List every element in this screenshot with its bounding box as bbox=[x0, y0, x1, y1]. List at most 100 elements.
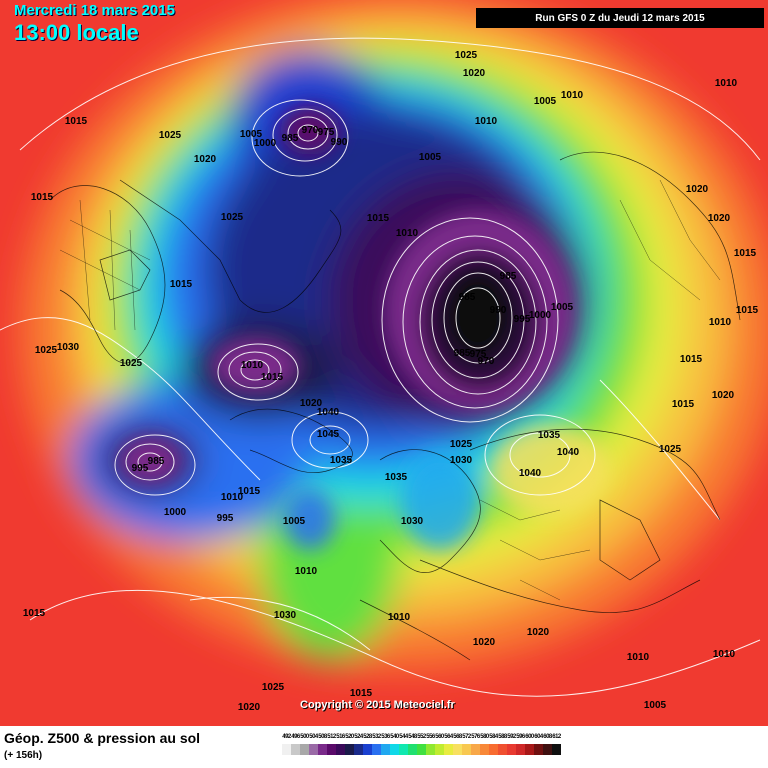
scale-swatch bbox=[345, 744, 354, 755]
legend-title: Géop. Z500 & pression au sol bbox=[4, 730, 201, 746]
scale-label: 508 bbox=[318, 734, 327, 740]
scale-swatch bbox=[471, 744, 480, 755]
isobar-label: 990 bbox=[331, 137, 348, 148]
isobar-label: 1020 bbox=[708, 213, 731, 224]
isobar-label: 1035 bbox=[385, 472, 408, 483]
isobar-label: 1010 bbox=[221, 492, 244, 503]
isobar-label: 1005 bbox=[283, 516, 306, 527]
isobar-label: 1015 bbox=[31, 192, 54, 203]
isobar-label: 985 bbox=[282, 133, 299, 144]
isobar-label: 1010 bbox=[627, 652, 650, 663]
scale-label: 504 bbox=[309, 734, 318, 740]
scale-swatch bbox=[399, 744, 408, 755]
isobar-label: 1030 bbox=[57, 342, 80, 353]
isobar-label: 970 bbox=[302, 125, 319, 136]
scale-label: 540 bbox=[390, 734, 399, 740]
scale-label: 588 bbox=[498, 734, 507, 740]
scale-label: 576 bbox=[471, 734, 480, 740]
scale-swatch bbox=[498, 744, 507, 755]
isobar-label: 1015 bbox=[23, 608, 46, 619]
isobar-label: 1030 bbox=[401, 516, 424, 527]
isobar-label: 995 bbox=[514, 314, 531, 325]
isobar-label: 1020 bbox=[194, 154, 217, 165]
scale-label: 516 bbox=[336, 734, 345, 740]
geopotential-field bbox=[0, 0, 768, 726]
isobar-label: 1020 bbox=[712, 390, 735, 401]
scale-swatch bbox=[534, 744, 543, 755]
scale-label: 596 bbox=[516, 734, 525, 740]
scale-swatch bbox=[453, 744, 462, 755]
scale-label: 580 bbox=[480, 734, 489, 740]
isobar-label: 1035 bbox=[330, 455, 353, 466]
scale-label: 548 bbox=[408, 734, 417, 740]
scale-swatch bbox=[291, 744, 300, 755]
isobar-label: 1015 bbox=[350, 688, 373, 699]
scale-swatch bbox=[336, 744, 345, 755]
coastlines bbox=[49, 151, 741, 661]
isobar-label: 1010 bbox=[561, 90, 584, 101]
isobar-label: 1010 bbox=[709, 317, 732, 328]
isobar-label: 1040 bbox=[557, 447, 580, 458]
scale-swatch bbox=[372, 744, 381, 755]
scale-swatch bbox=[327, 744, 336, 755]
isobar-label: 1015 bbox=[367, 213, 390, 224]
isobar-label: 1010 bbox=[715, 78, 738, 89]
scale-label: 556 bbox=[426, 734, 435, 740]
isobar-label: 975 bbox=[318, 127, 335, 138]
copyright: Copyright © 2015 Meteociel.fr bbox=[300, 699, 455, 711]
isobar-label: 1010 bbox=[241, 360, 264, 371]
isobar-label: 990 bbox=[490, 305, 507, 316]
isobar-lines bbox=[0, 37, 761, 697]
isobar-label: 1025 bbox=[35, 345, 58, 356]
scale-label: 600 bbox=[525, 734, 534, 740]
isobar-label: 985 bbox=[454, 348, 471, 359]
scale-label: 512 bbox=[327, 734, 336, 740]
scale-swatch bbox=[300, 744, 309, 755]
isobar-label: 1005 bbox=[551, 302, 574, 313]
scale-swatch bbox=[363, 744, 372, 755]
isobar-label: 1045 bbox=[317, 429, 340, 440]
scale-swatch bbox=[309, 744, 318, 755]
isobar-label: 1035 bbox=[538, 430, 561, 441]
isobar-label: 1005 bbox=[644, 700, 667, 711]
isobar-label: 1040 bbox=[317, 407, 340, 418]
scale-swatch bbox=[489, 744, 498, 755]
isobar-label: 1010 bbox=[475, 116, 498, 127]
isobar-label: 1015 bbox=[170, 279, 193, 290]
scale-label: 560 bbox=[435, 734, 444, 740]
isobar-label: 975 bbox=[470, 349, 487, 360]
legend-subtitle: (+ 156h) bbox=[4, 750, 43, 761]
scale-swatch bbox=[552, 744, 561, 755]
isobar-label: 985 bbox=[459, 292, 476, 303]
isobar-label: 1015 bbox=[65, 116, 88, 127]
isobar-label: 995 bbox=[217, 513, 234, 524]
color-scale-bar bbox=[282, 744, 750, 755]
isobar-label: 1020 bbox=[238, 702, 261, 713]
isobar-label: 1020 bbox=[473, 637, 496, 648]
scale-swatch bbox=[381, 744, 390, 755]
isobar-label: 1005 bbox=[240, 129, 263, 140]
isobar-label: 1020 bbox=[463, 68, 486, 79]
scale-label: 572 bbox=[462, 734, 471, 740]
isobar-label: 1010 bbox=[396, 228, 419, 239]
isobar-label: 1005 bbox=[419, 152, 442, 163]
isobar-label: 1025 bbox=[159, 130, 182, 141]
borders bbox=[59, 179, 721, 601]
scale-label: 604 bbox=[534, 734, 543, 740]
scale-swatch bbox=[435, 744, 444, 755]
scale-swatch bbox=[417, 744, 426, 755]
scale-label: 520 bbox=[345, 734, 354, 740]
isobar-label: 985 bbox=[500, 271, 517, 282]
scale-swatch bbox=[318, 744, 327, 755]
legend-footer: Géop. Z500 & pression au sol (+ 156h) 49… bbox=[0, 726, 768, 768]
scale-label: 532 bbox=[372, 734, 381, 740]
scale-label: 496 bbox=[291, 734, 300, 740]
scale-swatch bbox=[525, 744, 534, 755]
scale-swatch bbox=[516, 744, 525, 755]
scale-label: 544 bbox=[399, 734, 408, 740]
color-scale: 492 496 500 504 508 512 516 520 524 528 532 536 540 5… bbox=[282, 734, 750, 756]
isobar-label: 1000 bbox=[164, 507, 187, 518]
isobar-label: 1025 bbox=[221, 212, 244, 223]
run-info: Run GFS 0 Z du Jeudi 12 mars 2015 bbox=[476, 8, 764, 28]
weather-map: 1025 1020 1010 1005 1010 1015 1025 1020 1015 1025… bbox=[0, 0, 768, 726]
